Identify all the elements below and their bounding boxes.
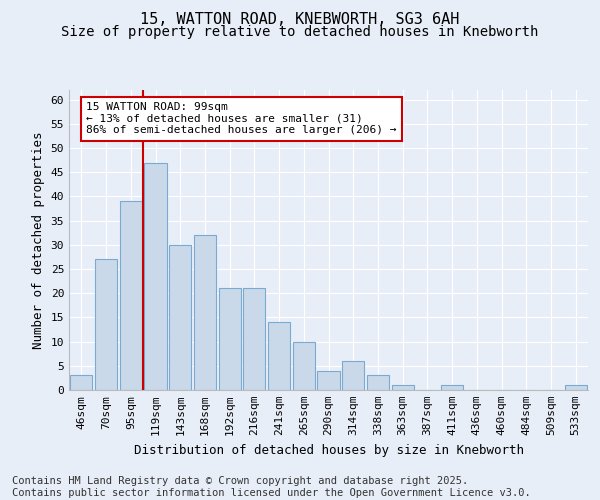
Text: Contains HM Land Registry data © Crown copyright and database right 2025.
Contai: Contains HM Land Registry data © Crown c… <box>12 476 531 498</box>
Bar <box>243 288 265 390</box>
Text: 15 WATTON ROAD: 99sqm
← 13% of detached houses are smaller (31)
86% of semi-deta: 15 WATTON ROAD: 99sqm ← 13% of detached … <box>86 102 397 136</box>
Bar <box>441 385 463 390</box>
Bar <box>317 370 340 390</box>
Text: Size of property relative to detached houses in Knebworth: Size of property relative to detached ho… <box>61 25 539 39</box>
Bar <box>95 260 117 390</box>
Y-axis label: Number of detached properties: Number of detached properties <box>32 131 45 349</box>
Bar <box>145 162 167 390</box>
Bar <box>194 235 216 390</box>
Bar <box>293 342 315 390</box>
Bar <box>218 288 241 390</box>
Bar <box>268 322 290 390</box>
X-axis label: Distribution of detached houses by size in Knebworth: Distribution of detached houses by size … <box>133 444 523 456</box>
Bar <box>392 385 414 390</box>
Bar <box>565 385 587 390</box>
Bar <box>367 376 389 390</box>
Bar <box>169 245 191 390</box>
Bar <box>119 202 142 390</box>
Text: 15, WATTON ROAD, KNEBWORTH, SG3 6AH: 15, WATTON ROAD, KNEBWORTH, SG3 6AH <box>140 12 460 28</box>
Bar <box>70 376 92 390</box>
Bar <box>342 361 364 390</box>
